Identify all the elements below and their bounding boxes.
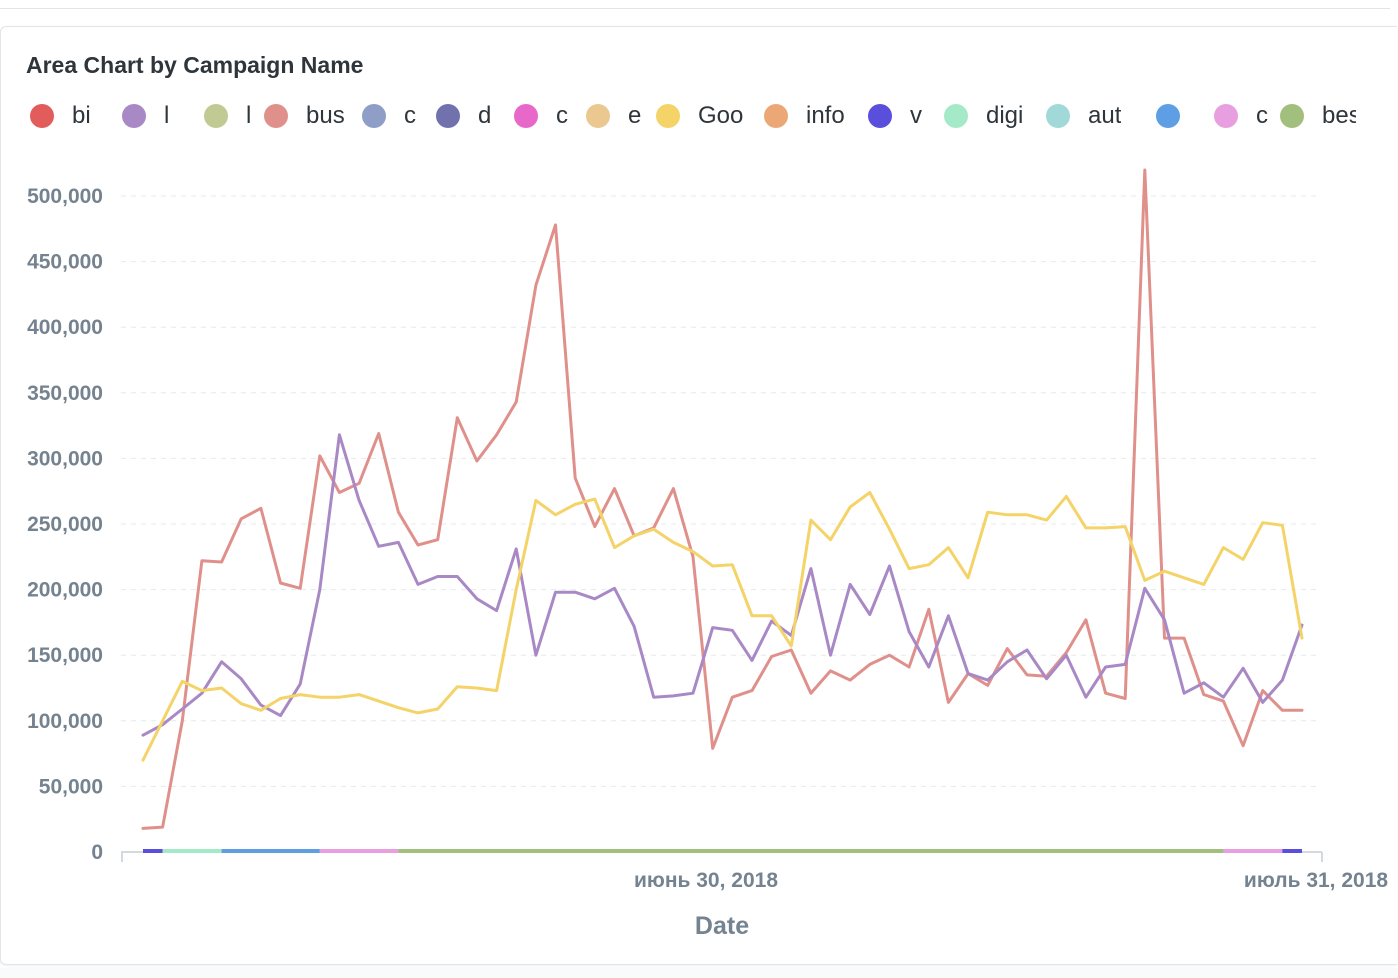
y-tick-label: 200,000 bbox=[27, 579, 103, 602]
legend-item[interactable]: info bbox=[764, 98, 864, 134]
legend-label: d bbox=[478, 102, 492, 129]
legend-label: bus bbox=[306, 102, 345, 129]
x-axis: июнь 30, 2018 июль 31, 2018 bbox=[121, 851, 1388, 892]
legend-swatch bbox=[204, 104, 228, 128]
legend-item[interactable]: bi bbox=[30, 98, 118, 134]
legend-swatch bbox=[1046, 104, 1070, 128]
legend-swatch bbox=[264, 104, 288, 128]
legend-item[interactable]: aut bbox=[1046, 98, 1152, 134]
series-line bbox=[141, 168, 1304, 830]
chart-title: Area Chart by Campaign Name bbox=[26, 52, 364, 78]
legend-label: l bbox=[246, 102, 252, 129]
legend-item[interactable]: l bbox=[122, 98, 200, 134]
y-tick-label: 50,000 bbox=[39, 775, 103, 798]
chart-legend: bi l l bus c d c e Goo info v digi aut c best bbox=[30, 98, 1360, 134]
y-tick-label: 450,000 bbox=[27, 251, 103, 274]
y-tick-label: 0 bbox=[91, 841, 103, 864]
legend-swatch bbox=[1280, 104, 1304, 128]
legend-item[interactable]: d bbox=[436, 98, 510, 134]
legend-label: digi bbox=[986, 102, 1024, 129]
series-line bbox=[141, 433, 1304, 737]
legend-label: l bbox=[164, 102, 170, 129]
legend-swatch bbox=[586, 104, 610, 128]
legend-swatch bbox=[122, 104, 146, 128]
y-axis-ticks: 0 50,000 100,000 150,000 200,000 250,000 300,0… bbox=[27, 185, 103, 864]
legend-item[interactable]: v bbox=[868, 98, 940, 134]
legend-item[interactable]: bus bbox=[264, 98, 358, 134]
legend-label: c bbox=[1256, 102, 1268, 129]
legend-swatch bbox=[514, 104, 538, 128]
legend-swatch bbox=[1214, 104, 1238, 128]
y-tick-label: 300,000 bbox=[27, 447, 103, 470]
legend-item[interactable]: best bbox=[1280, 98, 1356, 134]
legend-label: Goo bbox=[698, 102, 744, 129]
legend-swatch bbox=[1156, 104, 1180, 128]
x-axis-label: Date bbox=[695, 912, 749, 940]
series-line bbox=[141, 491, 1304, 762]
series-lines bbox=[141, 168, 1304, 830]
legend-label: aut bbox=[1088, 102, 1122, 129]
legend-swatch bbox=[362, 104, 386, 128]
legend-item[interactable] bbox=[1156, 98, 1210, 134]
y-tick-label: 400,000 bbox=[27, 316, 103, 339]
legend-item[interactable]: c bbox=[514, 98, 582, 134]
bottom-edge bbox=[0, 968, 1398, 978]
y-tick-label: 100,000 bbox=[27, 710, 103, 733]
y-tick-label: 150,000 bbox=[27, 644, 103, 667]
legend-swatch bbox=[944, 104, 968, 128]
legend-swatch bbox=[868, 104, 892, 128]
previous-card-edge bbox=[0, 0, 1390, 9]
y-tick-label: 250,000 bbox=[27, 513, 103, 536]
legend-item[interactable]: e bbox=[586, 98, 652, 134]
x-tick-label: июнь 30, 2018 bbox=[634, 869, 778, 892]
legend-label: bi bbox=[72, 102, 91, 129]
legend-label: c bbox=[556, 102, 568, 129]
legend-item[interactable]: l bbox=[204, 98, 260, 134]
legend-swatch bbox=[764, 104, 788, 128]
y-tick-label: 500,000 bbox=[27, 185, 103, 208]
legend-label: info bbox=[806, 102, 845, 129]
grid-lines bbox=[121, 195, 1316, 787]
chart-card bbox=[0, 26, 1397, 965]
legend-item[interactable]: c bbox=[362, 98, 432, 134]
legend-item[interactable]: digi bbox=[944, 98, 1042, 134]
legend-item[interactable]: c bbox=[1214, 98, 1276, 134]
y-tick-label: 350,000 bbox=[27, 382, 103, 405]
legend-swatch bbox=[656, 104, 680, 128]
legend-swatch bbox=[436, 104, 460, 128]
legend-item[interactable]: Goo bbox=[656, 98, 760, 134]
legend-label: c bbox=[404, 102, 416, 129]
legend-label: v bbox=[910, 102, 922, 129]
legend-swatch bbox=[30, 104, 54, 128]
legend-label: best bbox=[1322, 102, 1356, 129]
legend-label: e bbox=[628, 102, 642, 129]
x-tick-label: июль 31, 2018 bbox=[1244, 869, 1388, 892]
